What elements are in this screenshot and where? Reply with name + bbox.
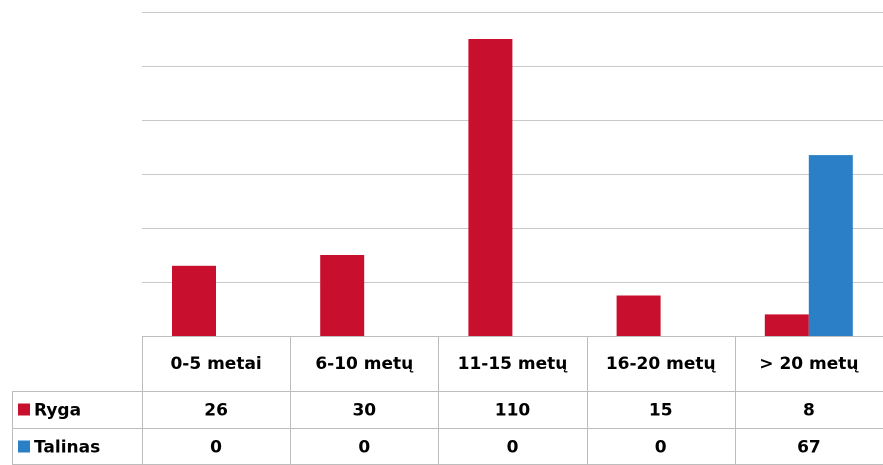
- bar-ryga-4: [764, 314, 809, 336]
- category-label: 6-10 metų: [315, 354, 414, 374]
- data-label-talinas: 0: [655, 438, 667, 458]
- data-label-ryga: 30: [352, 401, 376, 421]
- bar-ryga-0: [172, 265, 216, 336]
- bar-talinas-4: [808, 155, 853, 336]
- bar-ryga-3: [616, 295, 661, 336]
- data-label-ryga: 15: [649, 401, 673, 421]
- gridlines: [142, 12, 883, 283]
- data-label-talinas: 0: [507, 438, 519, 458]
- bar-ryga-2: [468, 39, 513, 336]
- category-label: 0-5 metai: [170, 354, 261, 374]
- category-label: > 20 metų: [759, 354, 859, 374]
- data-table: 0-5 metai 6-10 metų 11-15 metų 16-20 metų > …: [12, 336, 883, 465]
- series-label-ryga: Ryga: [34, 401, 81, 421]
- category-label: 11-15 metų: [458, 354, 569, 374]
- data-label-ryga: 8: [803, 401, 815, 421]
- bar-ryga-1: [320, 255, 365, 336]
- data-label-talinas: 0: [358, 438, 370, 458]
- bars: [172, 39, 853, 336]
- data-label-ryga: 110: [495, 401, 531, 421]
- data-label-ryga: 26: [204, 401, 228, 421]
- series-label-talinas: Talinas: [34, 438, 100, 458]
- data-label-talinas: 0: [210, 438, 222, 458]
- data-label-talinas: 67: [797, 438, 821, 458]
- category-label: 16-20 metų: [606, 354, 717, 374]
- legend-key-ryga: [18, 403, 30, 416]
- legend-key-talinas: [18, 440, 30, 453]
